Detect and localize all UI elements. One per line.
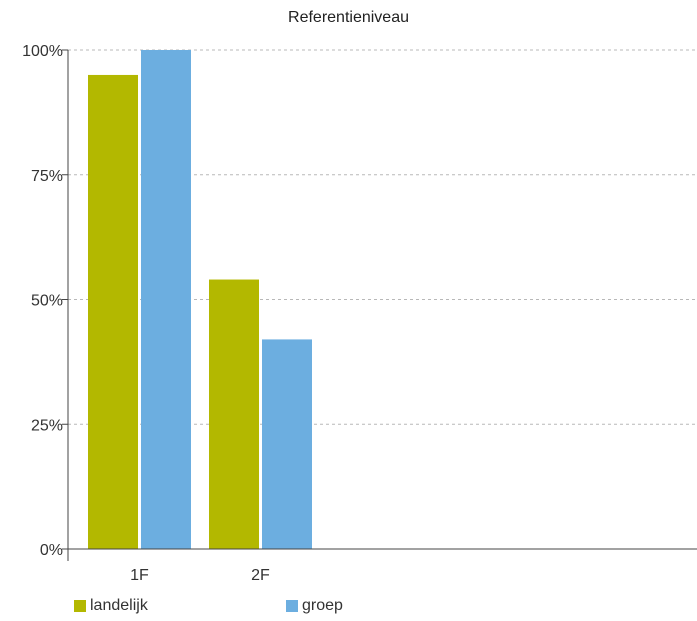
legend-item-groep: groep [286, 597, 343, 615]
bar-landelijk-1F [88, 74, 138, 549]
y-tick-label-100pct: 100% [22, 43, 63, 60]
legend-label-groep: groep [302, 597, 343, 614]
y-tick-label-50pct: 50% [31, 293, 63, 310]
legend-item-landelijk: landelijk [74, 597, 148, 615]
chart-title: Referentieniveau [288, 9, 409, 26]
x-tick-label-1F: 1F [130, 567, 149, 584]
bar-groep-2F [262, 339, 312, 549]
legend-label-landelijk: landelijk [90, 597, 148, 614]
legend-swatch-landelijk [74, 600, 86, 612]
legend-swatch-groep [286, 600, 298, 612]
x-tick-label-2F: 2F [251, 567, 270, 584]
y-tick-label-75pct: 75% [31, 168, 63, 185]
bars [88, 50, 312, 549]
y-tick-label-0pct: 0% [40, 542, 63, 559]
plot-area: 0% 25% 50% 75% 100% 1F 2F [22, 43, 697, 584]
bar-groep-1F [141, 50, 191, 549]
bar-landelijk-2F [209, 279, 259, 549]
legend: landelijk groep [74, 597, 674, 617]
axes: 0% 25% 50% 75% 100% 1F 2F [22, 43, 697, 584]
y-tick-label-25pct: 25% [31, 417, 63, 434]
